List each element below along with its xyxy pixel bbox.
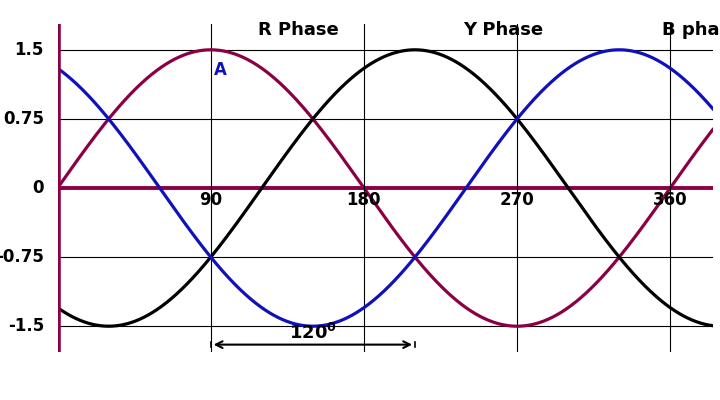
Text: 360: 360 [653, 191, 688, 209]
Text: 270: 270 [500, 191, 534, 209]
Text: -1.5: -1.5 [8, 317, 44, 335]
Text: 90: 90 [199, 191, 222, 209]
Text: -0.75: -0.75 [0, 248, 44, 266]
Text: A: A [214, 61, 227, 79]
Text: B phase: B phase [662, 21, 720, 39]
Text: $\mathbf{120^0}$: $\mathbf{120^0}$ [289, 323, 337, 343]
Text: 1.5: 1.5 [14, 41, 44, 59]
Text: 0: 0 [32, 179, 44, 197]
Text: R Phase: R Phase [258, 21, 339, 39]
Text: 180: 180 [346, 191, 381, 209]
Text: 0.75: 0.75 [3, 110, 44, 128]
Text: Y Phase: Y Phase [463, 21, 543, 39]
